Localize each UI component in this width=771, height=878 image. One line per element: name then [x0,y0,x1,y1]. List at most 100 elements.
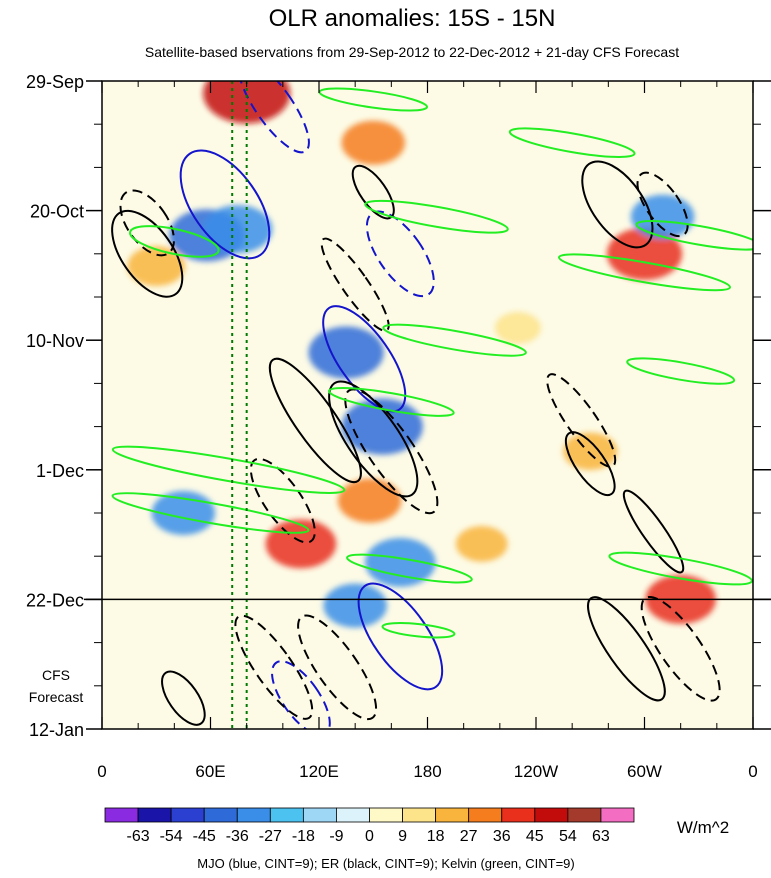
colorbar-swatch [600,807,635,823]
er-contour-5 [268,357,362,484]
x-tick-label: 120E [299,762,339,781]
mjo-contour-1 [322,305,407,413]
y-tick-label: 22-Dec [26,590,84,610]
colorbar-unit: W/m^2 [677,818,729,837]
colorbar-level-label: -54 [160,828,183,845]
er-contour-11 [587,596,666,702]
colorbar-level-label: 0 [365,828,374,845]
olr-anomaly-cell-10 [630,194,695,239]
olr-anomaly-cell-6 [337,478,402,523]
olr-anomaly-cell-9 [606,227,683,280]
olr-anomaly-cell-17 [455,525,508,562]
kelvin-contour-4 [111,445,346,494]
colorbar-swatch [501,807,536,823]
kelvin-contour-13 [635,220,753,251]
colorbar-swatch [269,807,304,823]
olr-anomaly-cell-16 [341,120,405,165]
colorbar-level-label: -45 [193,828,216,845]
olr-anomaly-cell-3 [308,326,384,379]
anomaly-field [127,81,716,628]
colorbar-swatch [468,807,503,823]
kelvin-contour-10 [346,553,473,584]
x-tick-label: 60E [195,762,225,781]
plot-area [102,81,753,729]
y-tick-label: 1-Dec [36,461,84,481]
kelvin-contour-2 [508,127,636,158]
kelvin-contour-1 [364,199,509,234]
colorbar-swatch [302,807,337,823]
er-contour-8 [546,373,617,468]
er-contour-14 [234,614,314,720]
colorbar-level-label: 27 [460,828,478,845]
colorbar-level-label: -27 [259,828,282,845]
er-contour-17 [320,237,390,332]
colorbar-swatch [137,807,172,823]
colorbar-level-label: -9 [329,828,343,845]
mjo-contour-4 [357,582,444,691]
mjo-contour-2 [237,81,310,154]
colorbar-level-label: -18 [292,828,315,845]
olr-anomaly-cell-11 [563,432,618,471]
er-contour-3 [636,171,689,238]
er-contour-6 [344,388,439,515]
er-contour-4 [328,380,419,498]
colorbar-swatch [170,807,205,823]
kelvin-contour-12 [381,622,456,639]
wave-contours [111,81,753,729]
colorbar-level-label: 45 [526,828,544,845]
chart-subtitle: Satellite-based bservations from 29-Sep-… [145,44,679,60]
colorbar-level-label: 63 [592,828,610,845]
olr-anomaly-cell-14 [494,311,541,344]
colorbar-swatch [104,807,139,823]
x-tick-label: 0 [748,762,757,781]
x-tick-label: 60W [627,762,662,781]
olr-anomaly-cell-8 [365,537,436,587]
forecast-label-line-2: Forecast [29,689,84,705]
y-tick-label: 29-Sep [26,72,84,92]
kelvin-contour-0 [129,225,220,258]
colorbar-swatch [567,807,602,823]
x-tick-label: 180 [413,762,441,781]
colorbar-swatch [203,807,238,823]
olr-anomaly-cell-5 [265,519,337,569]
colorbar-level-label: 36 [493,828,511,845]
y-tick-label: 20-Oct [30,202,84,222]
colorbar-swatch [236,807,271,823]
er-contour-10 [622,489,685,574]
kelvin-contour-3 [558,253,731,292]
x-axis: 0 60E 120E 180 120W 60W 0 [97,81,758,781]
er-contour-12 [640,595,721,702]
chart-title: OLR anomalies: 15S - 15N [269,5,556,32]
er-contour-15 [161,670,206,726]
er-contour-9 [564,431,616,497]
legend-text: MJO (blue, CINT=9); ER (black, CINT=9); … [197,856,574,871]
er-contour-13 [297,614,378,721]
colorbar-level-label: 54 [559,828,577,845]
colorbar-swatch [435,807,470,823]
kelvin-contour-7 [111,492,310,534]
x-tick-label: 120W [514,762,558,781]
forecast-label-line-1: CFS [42,667,70,683]
colorbar-level-label: 18 [427,828,445,845]
colorbar: -63 -54 -45 -36 -27 -18 -9 0 9 18 27 36 45 54 63 [104,807,635,845]
colorbar-swatch [402,807,437,823]
colorbar-swatch [369,807,403,823]
kelvin-contour-8 [626,357,736,385]
plot-background [102,81,753,729]
er-contour-0 [111,209,184,298]
x-tick-label: 0 [97,762,106,781]
y-tick-label: 10-Nov [26,331,84,351]
mjo-contour-0 [179,149,271,260]
kelvin-contour-5 [382,323,527,357]
colorbar-level-label: 9 [398,828,407,845]
olr-anomaly-cell-7 [323,583,387,628]
mjo-contour-3 [365,210,435,298]
colorbar-level-label: -36 [226,828,249,845]
kelvin-contour-9 [608,551,753,586]
y-axis: 29-Sep 20-Oct 10-Nov 1-Dec 22-Dec 12-Jan [26,72,771,740]
colorbar-swatch [534,807,569,823]
er-contour-1 [119,189,175,257]
y-tick-label: 12-Jan [29,720,84,740]
mjo-contour-5 [271,660,331,729]
